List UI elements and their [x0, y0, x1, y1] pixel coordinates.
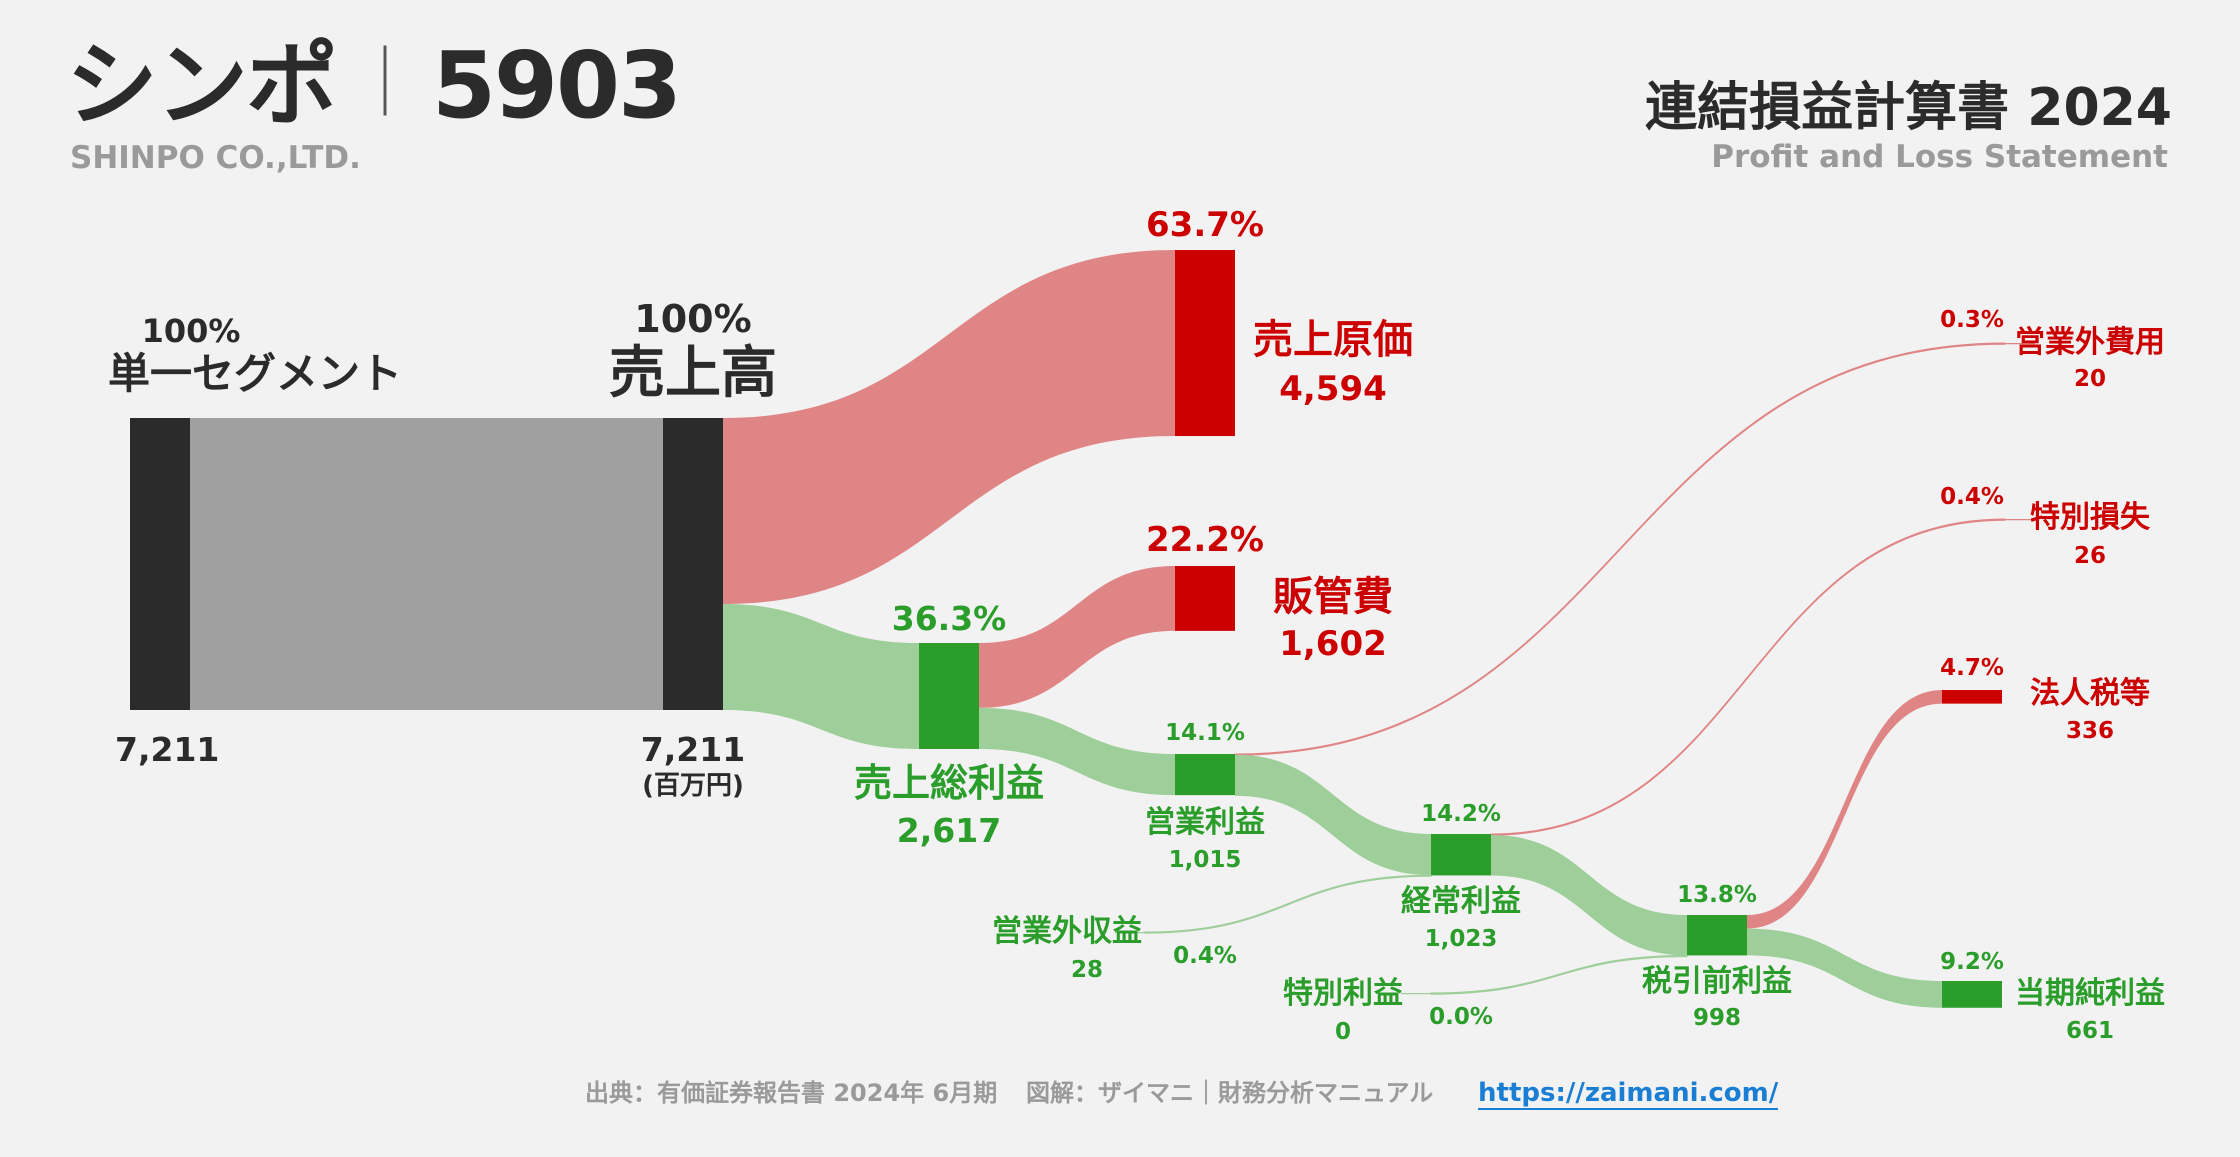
node-bar-tax [1942, 690, 2002, 704]
footer-url-wrap: https://zaimani.com/ [1478, 1078, 1779, 1110]
pretax-label: 税引前利益 [1642, 964, 1792, 999]
ord-pct: 14.2% [1421, 801, 1501, 827]
ext-loss-label: 特別損失 [2030, 500, 2150, 535]
pretax-value: 998 [1692, 1005, 1742, 1031]
sga-pct: 22.2% [1146, 520, 1264, 560]
header-company: シンポ｜ 5903 [66, 40, 682, 132]
sankey-flows [190, 250, 2035, 1008]
flow-pretax-to-tax [1747, 690, 1942, 929]
node-bar-sga [1175, 566, 1235, 631]
gross-label: 売上総利益 [853, 761, 1045, 805]
node-bar-segment [130, 418, 190, 710]
node-bar-sales [663, 418, 723, 710]
cogs-value: 4,594 [1279, 369, 1387, 409]
flow-ord-to-pretax [1491, 835, 1687, 956]
footer-url-link[interactable]: https://zaimani.com/ [1478, 1078, 1779, 1110]
sankey-nodes [130, 250, 2002, 1008]
nonop-income-label: 営業外収益 [992, 914, 1142, 949]
nonop-exp-value: 20 [2073, 366, 2107, 392]
company-jp-name: シンポ [66, 32, 338, 139]
pretax-pct: 13.8% [1677, 882, 1757, 908]
ticker-code: 5903 [432, 32, 682, 139]
segment-value: 7,211 [115, 730, 220, 769]
op-label: 営業利益 [1145, 805, 1265, 840]
flow-pretax-to-net [1747, 928, 1942, 1008]
net-pct: 9.2% [1940, 949, 2004, 975]
statement-subtitle: Profit and Loss Statement [1711, 139, 2168, 175]
flow-segment-to-sales [190, 418, 663, 710]
tax-value: 336 [2065, 718, 2115, 744]
ext-loss-pct: 0.4% [1940, 484, 2004, 510]
op-value: 1,015 [1168, 847, 1242, 873]
op-pct: 14.1% [1165, 720, 1245, 746]
ext-gain-label: 特別利益 [1283, 976, 1403, 1011]
node-bar-gross [919, 643, 979, 749]
gross-pct: 36.3% [891, 599, 1007, 638]
node-bar-op [1175, 754, 1235, 796]
flow-ord-to-ext_loss [1490, 518, 2006, 836]
nonop-income-pct: 0.4% [1173, 943, 1237, 969]
ext-gain-value: 0 [1334, 1019, 1352, 1045]
cogs-pct: 63.7% [1146, 205, 1264, 245]
flow-gross-to-op [979, 707, 1175, 796]
node-bar-cogs [1175, 250, 1235, 437]
unit-label: (百万円) [642, 771, 744, 801]
nonop-income-value: 28 [1070, 957, 1104, 983]
nonop-exp-label: 営業外費用 [2015, 325, 2165, 360]
net-value: 661 [2065, 1018, 2115, 1044]
sga-value: 1,602 [1279, 624, 1387, 664]
company-en-name: SHINPO CO.,LTD. [70, 140, 361, 176]
flow-gross-to-sga [979, 566, 1175, 708]
segment-pct: 100% [141, 312, 241, 350]
node-bar-net [1942, 981, 2002, 1008]
tax-label: 法人税等 [2030, 676, 2150, 711]
node-bar-ord [1431, 834, 1491, 876]
ord-value: 1,023 [1424, 926, 1498, 952]
flow-nonop_inc-to-ord [1144, 874, 1432, 934]
flow-sales-to-cogs [723, 250, 1175, 605]
footer-credit: 図解：ザイマニ｜財務分析マニュアル [1026, 1079, 1434, 1107]
header-separator: ｜ [350, 42, 420, 124]
sales-pct: 100% [634, 297, 752, 341]
footer-source: 出典：有価証券報告書 2024年 6月期 [585, 1079, 998, 1107]
nonop-exp-pct: 0.3% [1940, 307, 2004, 333]
flow-ext_gain-to-pretax [1430, 954, 1688, 995]
ord-label: 経常利益 [1401, 884, 1521, 919]
node-bar-pretax [1687, 915, 1747, 956]
cogs-label: 売上原価 [1253, 317, 1413, 363]
sga-label: 販管費 [1273, 574, 1393, 620]
flow-op-to-ord [1235, 754, 1431, 876]
gross-value: 2,617 [896, 811, 1002, 850]
net-label: 当期純利益 [2015, 976, 2165, 1011]
ext-gain-pct: 0.0% [1429, 1004, 1493, 1030]
tax-pct: 4.7% [1940, 655, 2004, 681]
statement-title: 連結損益計算書 2024 [1645, 78, 2172, 138]
flow-sales-to-gross [723, 604, 919, 749]
segment-label: 単一セグメント [107, 349, 403, 398]
sales-label: 売上高 [609, 341, 777, 406]
sales-value: 7,211 [640, 730, 746, 769]
ext-loss-value: 26 [2073, 543, 2107, 569]
